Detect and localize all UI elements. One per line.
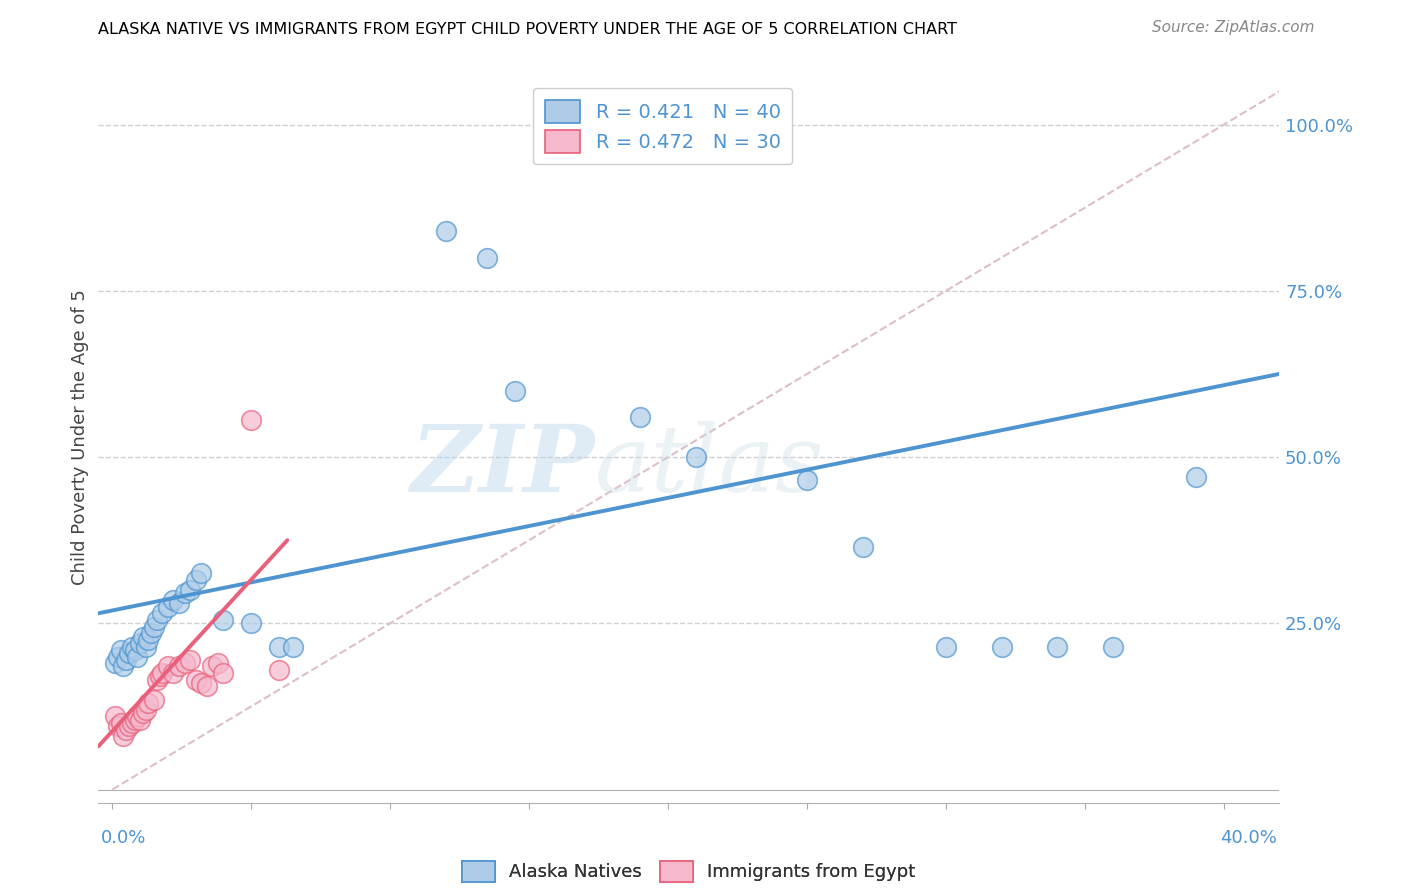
Point bbox=[195, 680, 218, 694]
Point bbox=[148, 669, 170, 683]
Point bbox=[1185, 470, 1208, 484]
Point bbox=[110, 643, 132, 657]
Point bbox=[135, 703, 157, 717]
Point bbox=[127, 709, 149, 723]
Point bbox=[628, 410, 651, 425]
Point bbox=[107, 649, 129, 664]
Point bbox=[179, 582, 201, 597]
Point bbox=[267, 663, 290, 677]
Point bbox=[935, 640, 957, 654]
Point bbox=[212, 666, 235, 681]
Point bbox=[121, 716, 143, 731]
Point bbox=[138, 696, 160, 710]
Point bbox=[104, 656, 127, 670]
Point bbox=[156, 599, 179, 614]
Point bbox=[107, 719, 129, 733]
Point bbox=[146, 613, 169, 627]
Point bbox=[184, 573, 207, 587]
Point bbox=[146, 673, 169, 687]
Point bbox=[150, 666, 173, 681]
Point bbox=[110, 716, 132, 731]
Point bbox=[124, 643, 146, 657]
Point bbox=[121, 640, 143, 654]
Point bbox=[104, 709, 127, 723]
Point bbox=[167, 596, 190, 610]
Point bbox=[118, 646, 141, 660]
Point bbox=[179, 653, 201, 667]
Point bbox=[162, 593, 184, 607]
Text: Source: ZipAtlas.com: Source: ZipAtlas.com bbox=[1152, 20, 1315, 35]
Point bbox=[212, 613, 235, 627]
Text: 0.0%: 0.0% bbox=[101, 829, 146, 847]
Point bbox=[1046, 640, 1069, 654]
Point bbox=[156, 659, 179, 673]
Point bbox=[115, 653, 138, 667]
Y-axis label: Child Poverty Under the Age of 5: Child Poverty Under the Age of 5 bbox=[70, 289, 89, 585]
Text: ZIP: ZIP bbox=[411, 421, 595, 511]
Point bbox=[184, 673, 207, 687]
Point bbox=[240, 616, 263, 631]
Point bbox=[434, 224, 457, 238]
Point bbox=[267, 640, 290, 654]
Point bbox=[138, 632, 160, 647]
Point bbox=[129, 636, 152, 650]
Point bbox=[990, 640, 1012, 654]
Legend: Alaska Natives, Immigrants from Egypt: Alaska Natives, Immigrants from Egypt bbox=[456, 854, 922, 888]
Point bbox=[162, 666, 184, 681]
Point bbox=[852, 540, 875, 554]
Text: 40.0%: 40.0% bbox=[1220, 829, 1277, 847]
Point bbox=[167, 659, 190, 673]
Point bbox=[173, 656, 195, 670]
Point bbox=[190, 676, 212, 690]
Point bbox=[115, 723, 138, 737]
Point bbox=[685, 450, 707, 464]
Point bbox=[143, 692, 166, 706]
Point bbox=[207, 656, 229, 670]
Point bbox=[173, 586, 195, 600]
Point bbox=[132, 706, 155, 720]
Point bbox=[118, 719, 141, 733]
Point bbox=[201, 659, 224, 673]
Point bbox=[129, 713, 152, 727]
Point bbox=[143, 619, 166, 633]
Point bbox=[190, 566, 212, 581]
Point bbox=[141, 626, 163, 640]
Point bbox=[135, 640, 157, 654]
Point bbox=[503, 384, 526, 398]
Point bbox=[124, 713, 146, 727]
Point bbox=[112, 729, 135, 743]
Text: atlas: atlas bbox=[595, 421, 824, 511]
Point bbox=[112, 659, 135, 673]
Point bbox=[132, 630, 155, 644]
Point bbox=[1101, 640, 1123, 654]
Point bbox=[240, 413, 263, 427]
Point bbox=[281, 640, 304, 654]
Point bbox=[796, 473, 818, 487]
Text: ALASKA NATIVE VS IMMIGRANTS FROM EGYPT CHILD POVERTY UNDER THE AGE OF 5 CORRELAT: ALASKA NATIVE VS IMMIGRANTS FROM EGYPT C… bbox=[98, 22, 957, 37]
Point bbox=[477, 251, 499, 265]
Point bbox=[127, 649, 149, 664]
Point bbox=[150, 607, 173, 621]
